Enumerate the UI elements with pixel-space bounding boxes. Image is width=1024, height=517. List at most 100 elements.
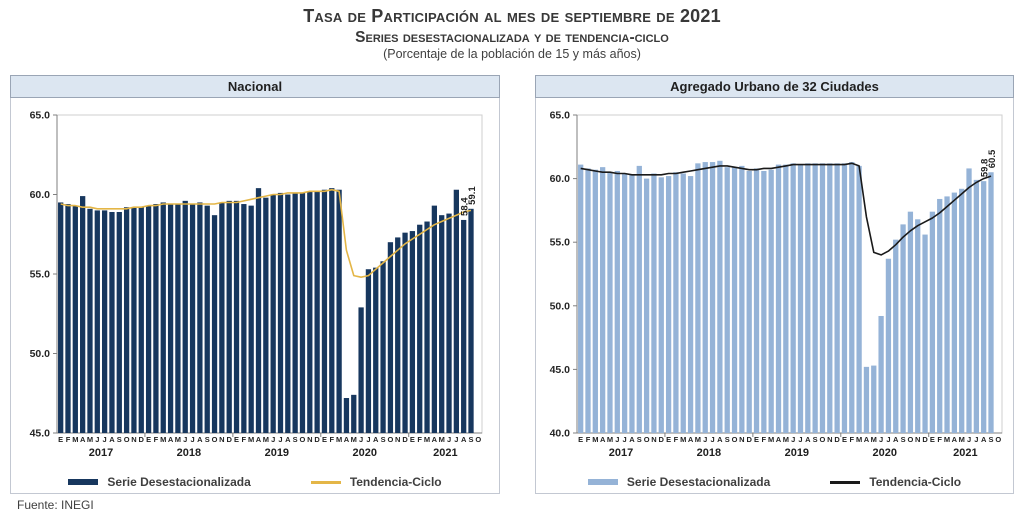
svg-text:M: M — [870, 435, 876, 444]
svg-text:M: M — [336, 435, 342, 444]
svg-text:O: O — [643, 435, 649, 444]
legend-line-swatch — [310, 480, 341, 484]
svg-text:50.0: 50.0 — [549, 300, 570, 312]
page-note: (Porcentaje de la población de 15 y más … — [383, 46, 641, 61]
panel-urbano: Agregado Urbano de 32 Ciudades 65.0 60.0 5… — [535, 75, 1014, 494]
svg-text:N: N — [395, 435, 400, 444]
svg-text:N: N — [131, 435, 136, 444]
svg-text:J: J — [271, 435, 275, 444]
svg-text:59.1: 59.1 — [467, 186, 478, 205]
page-title: Tasa de Participación al mes de septiemb… — [303, 6, 721, 26]
svg-text:2019: 2019 — [784, 447, 808, 459]
svg-text:65.0: 65.0 — [30, 110, 51, 122]
svg-text:M: M — [943, 435, 949, 444]
svg-text:A: A — [432, 435, 438, 444]
legend-line-swatch — [830, 480, 861, 484]
svg-text:M: M — [263, 435, 269, 444]
svg-text:A: A — [461, 435, 467, 444]
svg-text:J: J — [103, 435, 107, 444]
svg-text:A: A — [344, 435, 350, 444]
svg-text:S: S — [724, 435, 729, 444]
svg-text:J: J — [710, 435, 714, 444]
svg-text:A: A — [951, 435, 957, 444]
svg-text:O: O — [907, 435, 913, 444]
svg-text:A: A — [775, 435, 781, 444]
nacional-bar-chart: 65.060.055.050.045.058.459.1E F M A M J J A S O N D… — [30, 110, 483, 459]
charts-row: Nacional 65.0 60.0 55.0 50.0 45.0 58.4 59.1 E F M… — [0, 75, 1024, 494]
svg-text:J: J — [95, 435, 99, 444]
svg-text:M: M — [87, 435, 93, 444]
panel-urbano-title: Agregado Urbano de 32 Ciudades — [535, 75, 1014, 98]
svg-text:M: M — [694, 435, 700, 444]
svg-text:55.0: 55.0 — [549, 237, 570, 249]
svg-text:E: E — [929, 435, 934, 444]
source-note: Fuente: INEGI — [17, 498, 94, 512]
svg-text:J: J — [366, 435, 370, 444]
svg-text:J: J — [183, 435, 187, 444]
svg-text:60.0: 60.0 — [30, 189, 51, 201]
svg-text:E: E — [234, 435, 239, 444]
svg-text:A: A — [285, 435, 291, 444]
svg-text:2020: 2020 — [872, 447, 896, 459]
svg-text:D: D — [922, 435, 928, 444]
svg-text:J: J — [447, 435, 451, 444]
svg-text:2018: 2018 — [696, 447, 720, 459]
svg-text:M: M — [351, 435, 357, 444]
svg-text:D: D — [746, 435, 752, 444]
legend-line-label: Tendencia-Ciclo — [349, 475, 442, 489]
svg-text:M: M — [768, 435, 774, 444]
svg-text:E: E — [146, 435, 151, 444]
svg-text:M: M — [439, 435, 445, 444]
svg-text:F: F — [761, 435, 766, 444]
svg-text:E: E — [841, 435, 846, 444]
svg-text:S: S — [636, 435, 641, 444]
svg-text:O: O — [731, 435, 737, 444]
svg-text:S: S — [469, 435, 474, 444]
svg-text:S: S — [988, 435, 993, 444]
panel-nacional-title: Nacional — [10, 75, 500, 98]
svg-text:E: E — [322, 435, 327, 444]
svg-text:J: J — [791, 435, 795, 444]
svg-text:S: S — [117, 435, 122, 444]
legend-line-label: Tendencia-Ciclo — [869, 475, 962, 489]
svg-text:M: M — [160, 435, 166, 444]
svg-text:M: M — [855, 435, 861, 444]
svg-text:E: E — [754, 435, 759, 444]
svg-text:65.0: 65.0 — [549, 110, 570, 122]
svg-text:A: A — [893, 435, 899, 444]
svg-text:F: F — [154, 435, 159, 444]
svg-text:50.0: 50.0 — [30, 348, 51, 360]
svg-text:E: E — [578, 435, 583, 444]
svg-text:N: N — [651, 435, 656, 444]
svg-text:O: O — [475, 435, 481, 444]
title-block: Tasa de Participación al mes de septiemb… — [0, 0, 1024, 63]
panel-nacional-body: 65.0 60.0 55.0 50.0 45.0 58.4 59.1 E F M A M J J A S O N D… — [10, 98, 500, 494]
svg-text:N: N — [307, 435, 312, 444]
svg-text:J: J — [966, 435, 970, 444]
svg-text:A: A — [599, 435, 605, 444]
svg-text:S: S — [205, 435, 210, 444]
svg-text:J: J — [615, 435, 619, 444]
legend-urbano: Serie Desestacionalizada Tendencia-Ciclo — [587, 475, 962, 489]
svg-text:S: S — [293, 435, 298, 444]
svg-text:D: D — [658, 435, 664, 444]
svg-text:N: N — [827, 435, 832, 444]
svg-text:45.0: 45.0 — [30, 428, 51, 440]
page-subtitle: Series desestacionalizada y de tendencia… — [355, 28, 669, 46]
urbano-bar-chart: 65.060.055.050.045.040.059.860.5E F M A M J J A… — [549, 110, 1002, 459]
svg-text:2017: 2017 — [608, 447, 632, 459]
svg-text:M: M — [680, 435, 686, 444]
svg-text:N: N — [739, 435, 744, 444]
svg-text:J: J — [798, 435, 802, 444]
svg-text:M: M — [592, 435, 598, 444]
svg-text:F: F — [673, 435, 678, 444]
svg-text:D: D — [314, 435, 320, 444]
svg-text:A: A — [109, 435, 115, 444]
svg-text:E: E — [58, 435, 63, 444]
svg-text:J: J — [879, 435, 883, 444]
svg-text:S: S — [812, 435, 817, 444]
svg-text:59.8: 59.8 — [979, 159, 990, 178]
svg-text:J: J — [703, 435, 707, 444]
svg-text:F: F — [937, 435, 942, 444]
